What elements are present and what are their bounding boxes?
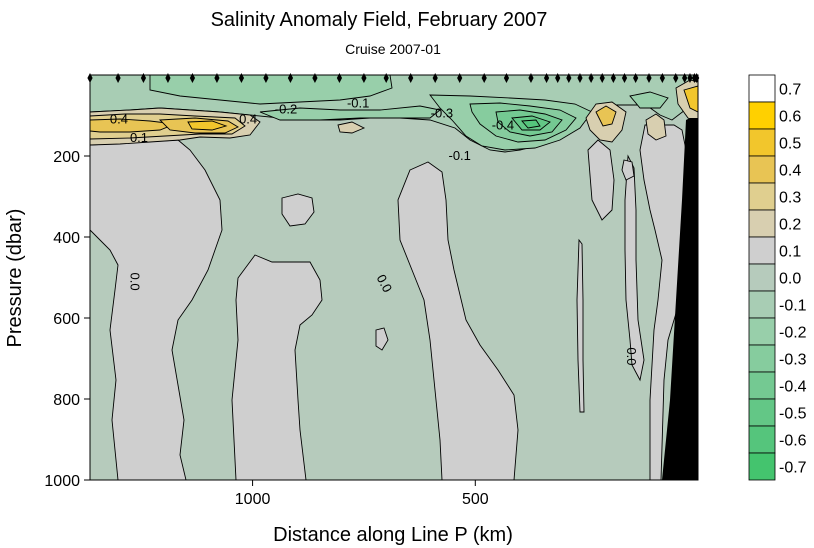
- negative-anomaly-band: [629, 91, 669, 109]
- colorbar-swatch: [748, 398, 776, 427]
- positive-anomaly-region: [639, 124, 687, 480]
- contour-label: 0.0: [374, 272, 396, 295]
- colorbar-label: 0.5: [779, 136, 801, 153]
- positive-salinity-band: [337, 121, 366, 134]
- colorbar-swatch: [748, 452, 776, 481]
- colorbar-swatch: [748, 209, 776, 238]
- y-tick-label: 1000: [44, 473, 80, 490]
- contour-label: 0.4: [239, 112, 257, 127]
- contour-field: [90, 75, 698, 480]
- contour-label: 0.1: [130, 130, 148, 145]
- colorbar-swatch: [748, 290, 776, 319]
- contour-labels: 0.4 0.40.1-0.2 -0.1-0.3-0.4-0.10.0 0.00.0: [110, 95, 639, 365]
- contour-label: -0.1: [347, 95, 369, 110]
- positive-salinity-band: [683, 85, 698, 113]
- colorbar-label: 0.6: [779, 109, 801, 126]
- positive-anomaly-region: [587, 139, 615, 221]
- positive-anomaly-region: [375, 327, 389, 351]
- y-tick-label: 400: [53, 230, 80, 247]
- positive-anomaly-region: [281, 193, 315, 227]
- positive-anomaly-region: [90, 139, 223, 480]
- y-tick-label: 800: [53, 392, 80, 409]
- colorbar-swatch: [748, 317, 776, 346]
- colorbar-label: -0.5: [779, 406, 807, 423]
- chart-subtitle: Cruise 2007-01: [345, 41, 441, 57]
- contour-label: 0.0: [128, 273, 143, 291]
- x-tick-label: 500: [462, 491, 489, 508]
- positive-anomaly-region: [90, 229, 119, 480]
- colorbar-swatch: [748, 344, 776, 373]
- chart-title: Salinity Anomaly Field, February 2007: [211, 9, 548, 31]
- colorbar-label: -0.7: [779, 460, 807, 477]
- bathymetry-mask: [662, 118, 698, 480]
- colorbar-swatch: [748, 74, 776, 103]
- colorbar-label: -0.3: [779, 352, 807, 369]
- positive-anomaly-region: [621, 159, 635, 181]
- contour-label: 0.4: [110, 112, 128, 127]
- colorbar-swatch: [748, 425, 776, 454]
- colorbar-swatch: [748, 263, 776, 292]
- colorbar-swatch: [748, 128, 776, 157]
- positive-salinity-band: [90, 118, 176, 133]
- negative-anomaly-band: [521, 119, 541, 129]
- positive-salinity-band: [595, 105, 617, 127]
- colorbar-label: 0.0: [779, 271, 801, 288]
- y-axis: 200 400 600 800 1000: [44, 149, 90, 490]
- contour-label: -0.4: [492, 118, 514, 133]
- colorbar-label: -0.2: [779, 325, 807, 342]
- positive-salinity-band: [645, 113, 667, 141]
- positive-anomaly-region: [397, 161, 519, 480]
- y-tick-label: 200: [53, 149, 80, 166]
- x-axis: 1000 500: [235, 480, 489, 508]
- negative-anomaly-band: [259, 105, 442, 121]
- contour-label: -0.2: [275, 101, 297, 116]
- colorbar: 0.7 0.6 0.5 0.4 0.3 0.2 0.1 0.0 -0.1 -0.2 -0.3 -0.4…: [748, 74, 807, 481]
- positive-anomaly-region: [624, 154, 645, 382]
- contour-label: 0.0: [624, 347, 639, 365]
- colorbar-swatch: [748, 101, 776, 130]
- y-tick-label: 600: [53, 311, 80, 328]
- colorbar-swatch: [748, 236, 776, 265]
- colorbar-label: 0.2: [779, 217, 801, 234]
- positive-salinity-band: [187, 120, 228, 131]
- contour-label: -0.1: [448, 148, 470, 163]
- colorbar-swatch: [748, 182, 776, 211]
- colorbar-swatch: [748, 155, 776, 184]
- positive-anomaly-region: [576, 238, 585, 413]
- station-marker: [115, 73, 121, 83]
- colorbar-label: 0.1: [779, 244, 801, 261]
- colorbar-label: -0.6: [779, 433, 807, 450]
- x-axis-label: Distance along Line P (km): [273, 524, 513, 546]
- x-tick-label: 1000: [235, 491, 271, 508]
- colorbar-label: 0.7: [779, 82, 801, 99]
- positive-anomaly-region: [231, 254, 323, 480]
- y-axis-label: Pressure (dbar): [4, 209, 26, 348]
- contour-label: -0.3: [431, 105, 453, 120]
- colorbar-label: -0.1: [779, 298, 807, 315]
- plot-frame: [89, 74, 699, 481]
- colorbar-label: 0.4: [779, 163, 801, 180]
- colorbar-swatch: [748, 371, 776, 400]
- colorbar-label: 0.3: [779, 190, 801, 207]
- colorbar-label: -0.4: [779, 379, 807, 396]
- negative-anomaly-band: [149, 75, 393, 105]
